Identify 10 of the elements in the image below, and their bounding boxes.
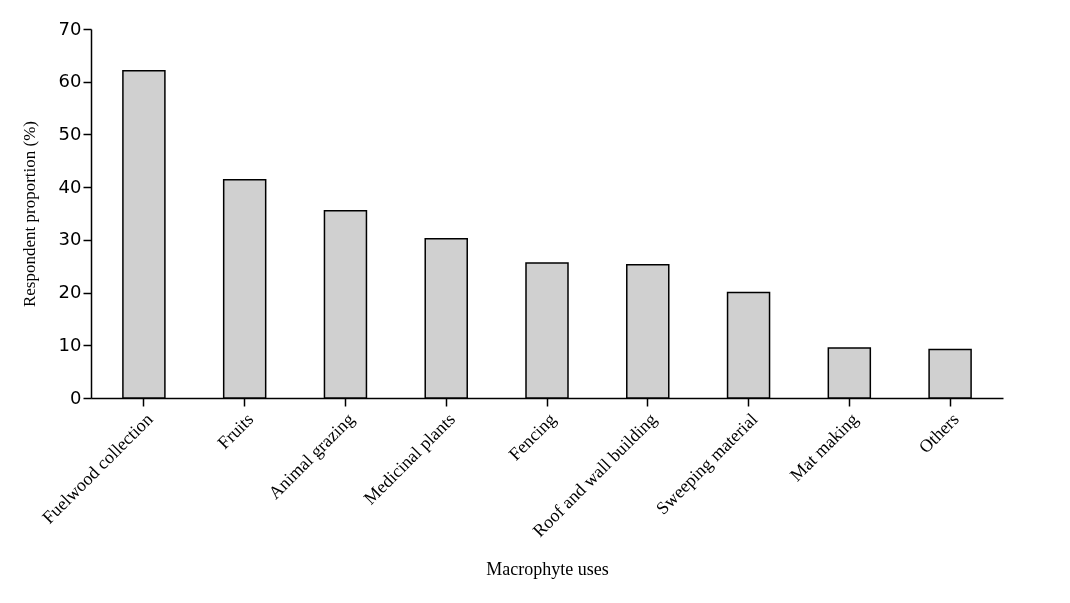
y-tick-label: 0 <box>70 386 82 408</box>
y-tick-label: 20 <box>58 281 82 303</box>
x-axis-title: Macrophyte uses <box>486 558 609 579</box>
y-tick-label: 60 <box>58 70 82 92</box>
y-tick-label: 50 <box>58 122 82 144</box>
y-tick-label: 30 <box>58 228 82 250</box>
y-tick-label: 10 <box>58 333 82 355</box>
y-axis-title: Respondent proportion (%) <box>19 120 39 308</box>
y-tick-label: 70 <box>58 17 82 39</box>
y-tick-label: 40 <box>58 175 82 197</box>
